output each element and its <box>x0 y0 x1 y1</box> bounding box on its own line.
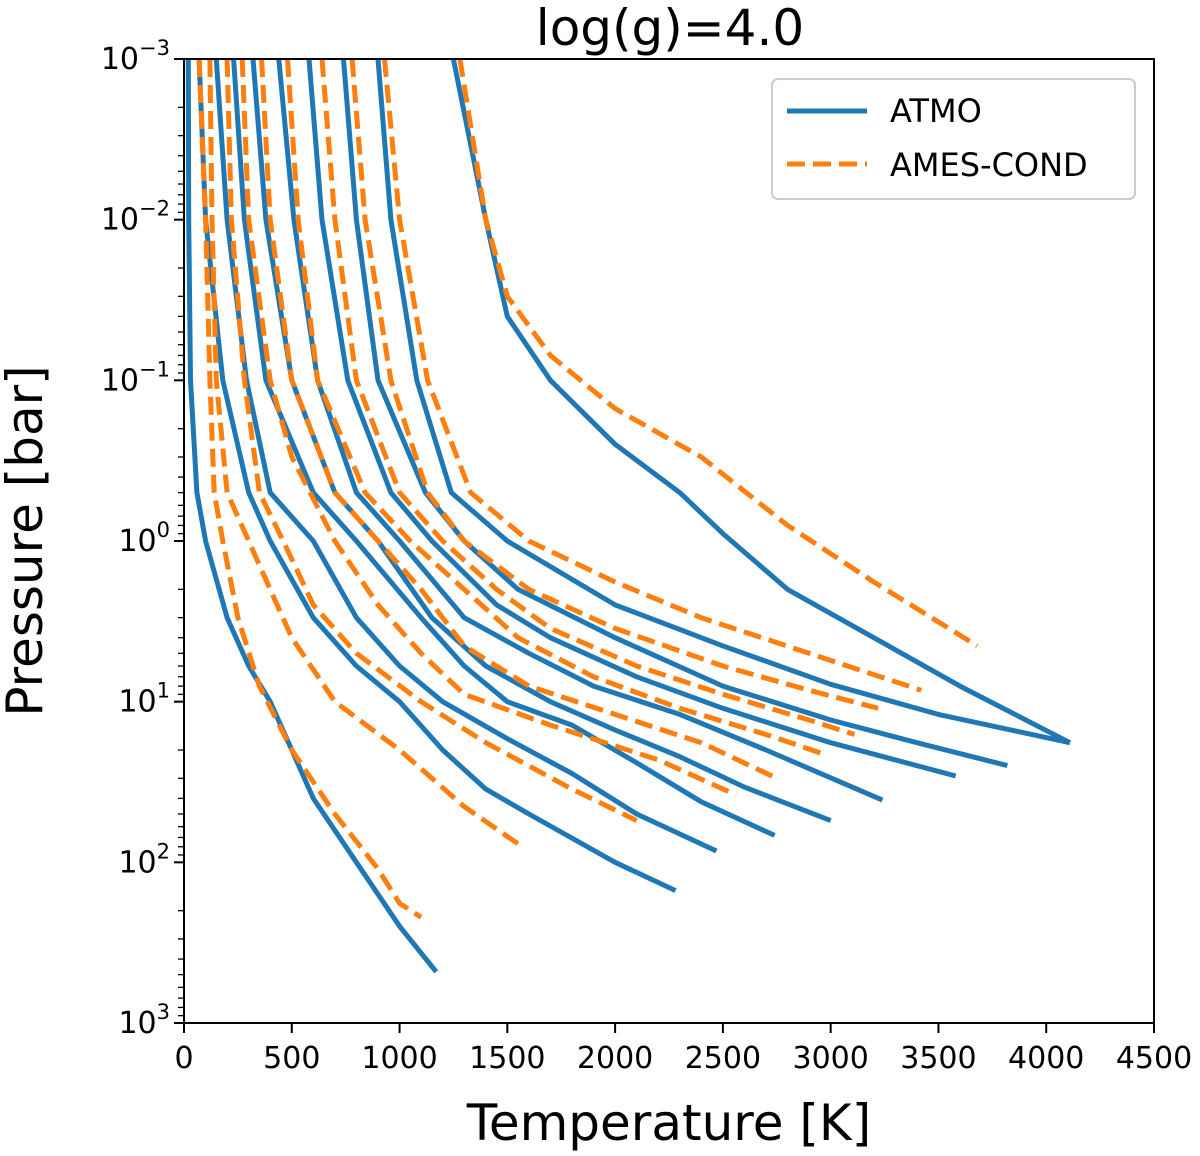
x-tick-label: 3500 <box>900 1041 976 1076</box>
x-axis-title: Temperature [K] <box>466 1094 871 1152</box>
ames-cond-series-line-16 <box>319 59 856 737</box>
x-tick-label: 3000 <box>792 1041 868 1076</box>
atmo-series-line-8 <box>375 59 1071 746</box>
y-tick-label: 100 <box>118 518 170 559</box>
legend: ATMO AMES-COND <box>771 78 1136 200</box>
y-tick-label: 10−3 <box>101 36 170 77</box>
x-tick-label: 2500 <box>685 1041 761 1076</box>
x-tick-label: 500 <box>263 1041 320 1076</box>
ames-cond-series-line-11 <box>207 59 524 849</box>
ames-cond-series-line-19 <box>457 59 979 649</box>
series-layer <box>185 59 1072 974</box>
legend-label-atmo: ATMO <box>890 92 982 130</box>
y-tick-label: 101 <box>118 679 170 720</box>
ames-cond-series-line-13 <box>239 59 737 798</box>
atmo-series-line-7 <box>341 59 1009 769</box>
legend-label-ames-cond: AMES-COND <box>890 146 1088 184</box>
ames-cond-series-line-15 <box>285 59 823 756</box>
atmo-series-line-6 <box>306 59 957 779</box>
atmo-series-line-3 <box>231 59 776 838</box>
y-axis: 10−3 10−2 10−1 100 101 102 103 <box>101 36 184 1041</box>
ames-cond-series-line-18 <box>382 59 922 693</box>
x-tick-label: 1000 <box>361 1041 437 1076</box>
chart-title: log(g)=4.0 <box>536 0 804 57</box>
atmo-series-line-0 <box>185 59 439 974</box>
atmo-series-line-9 <box>450 59 1072 745</box>
plot-frame <box>183 58 1155 1024</box>
x-tick-label: 4000 <box>1008 1041 1084 1076</box>
ames-cond-series-line-14 <box>259 59 778 781</box>
x-tick-label: 1500 <box>469 1041 545 1076</box>
ames-cond-series-line-10 <box>196 59 423 920</box>
x-tick-label: 0 <box>174 1041 193 1076</box>
ames-cond-series-line-17 <box>349 59 879 711</box>
y-tick-label: 103 <box>118 1000 170 1041</box>
x-tick-label: 4500 <box>1116 1041 1192 1076</box>
y-tick-label: 10−2 <box>101 197 170 238</box>
y-axis-title: Pressure [bar] <box>0 365 54 716</box>
y-tick-label: 102 <box>118 839 170 880</box>
y-tick-label: 10−1 <box>101 357 170 398</box>
atmo-series-line-1 <box>196 59 677 893</box>
x-axis: 0 500 1000 1500 2000 2500 3000 3500 4000 4500 <box>174 1023 1192 1076</box>
ames-cond-series-line-12 <box>224 59 638 823</box>
x-tick-label: 2000 <box>577 1041 653 1076</box>
